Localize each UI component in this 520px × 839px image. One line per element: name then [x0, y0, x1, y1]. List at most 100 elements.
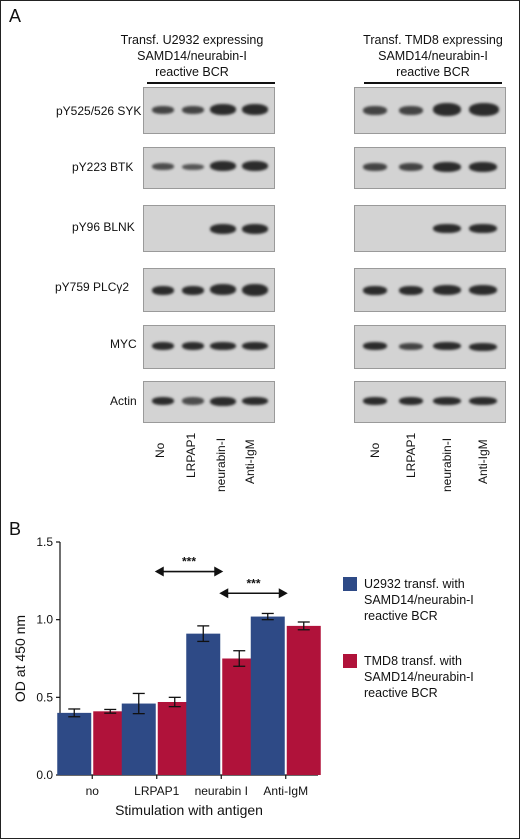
- band: [399, 397, 423, 405]
- right-header-line-3: reactive BCR: [396, 65, 470, 79]
- legend-swatch: [343, 654, 357, 668]
- band: [152, 106, 174, 114]
- band: [242, 224, 268, 234]
- left-header-line-2: SAMD14/neurabin-I: [137, 49, 247, 63]
- band: [363, 342, 387, 350]
- blot-right-plcg2: [354, 268, 506, 312]
- blot-left-myc: [143, 325, 275, 369]
- band: [182, 106, 204, 114]
- band: [242, 104, 268, 115]
- band: [469, 103, 499, 116]
- left-header-underline: [147, 82, 275, 84]
- legend-swatch: [343, 577, 357, 591]
- row-label-syk: pY525/526 SYK: [56, 104, 142, 118]
- y-tick-label: 0.0: [36, 768, 53, 782]
- band: [152, 286, 174, 295]
- right-header-line-1: Transf. TMD8 expressing: [363, 33, 503, 47]
- right-header-line-2: SAMD14/neurabin-I: [378, 49, 488, 63]
- band: [433, 342, 461, 350]
- band: [182, 286, 204, 295]
- y-tick-label: 1.0: [36, 613, 53, 627]
- band: [210, 224, 236, 234]
- left-header-line-1: Transf. U2932 expressing: [120, 33, 264, 47]
- blot-right-myc: [354, 325, 506, 369]
- band: [469, 285, 497, 295]
- band: [399, 286, 423, 295]
- band: [210, 284, 236, 295]
- blot-left-syk: [143, 87, 275, 134]
- row-label-btk: pY223 BTK: [72, 160, 134, 174]
- blot-left-blnk: [143, 205, 275, 252]
- right-blot-header: Transf. TMD8 expressing SAMD14/neurabin-…: [348, 32, 518, 80]
- bar-u2932: [186, 633, 221, 775]
- legend-label: U2932 transf. with: [364, 577, 465, 591]
- blot-left-btk: [143, 147, 275, 189]
- bar-u2932: [57, 712, 92, 775]
- arrow-head: [214, 566, 224, 577]
- significance-label: ***: [182, 555, 196, 569]
- lane-label-right-neurabin: neurabin-I: [440, 437, 454, 492]
- band: [210, 161, 236, 171]
- legend-label: reactive BCR: [364, 686, 438, 700]
- lane-label-left-anti-igm: Anti-IgM: [243, 439, 257, 484]
- bar-tmd8: [286, 625, 321, 775]
- y-axis-label: OD at 450 nm: [12, 615, 28, 702]
- blot-left-actin: [143, 381, 275, 423]
- band: [469, 162, 497, 172]
- band: [182, 164, 204, 170]
- panel-b-label: B: [9, 519, 22, 539]
- blot-right-btk: [354, 147, 506, 189]
- band: [363, 163, 387, 171]
- row-label-blnk: pY96 BLNK: [72, 220, 135, 234]
- arrow-head: [278, 588, 288, 599]
- band: [182, 397, 204, 405]
- x-axis-label: Stimulation with antigen: [115, 802, 263, 818]
- band: [469, 224, 497, 233]
- legend-label: SAMD14/neurabin-I: [364, 593, 474, 607]
- blot-right-syk: [354, 87, 506, 134]
- legend-label: TMD8 transf. with: [364, 654, 462, 668]
- band: [433, 397, 461, 405]
- band: [399, 106, 423, 115]
- lane-label-right-lrpap1: LRPAP1: [404, 432, 418, 478]
- band: [210, 342, 236, 350]
- row-label-myc: MYC: [110, 337, 137, 351]
- band: [469, 343, 497, 351]
- band: [182, 342, 204, 350]
- lane-label-left-neurabin: neurabin-I: [214, 437, 228, 492]
- bar-tmd8: [222, 658, 257, 775]
- blot-left-plcg2: [143, 268, 275, 312]
- x-tick-label: LRPAP1: [134, 784, 179, 798]
- band: [152, 342, 174, 350]
- arrow-head: [154, 566, 164, 577]
- row-label-plcg2: pY759 PLCγ2: [55, 280, 130, 294]
- right-header-underline: [364, 82, 502, 84]
- row-label-actin: Actin: [110, 394, 137, 408]
- y-tick-label: 1.5: [36, 535, 53, 549]
- panel-a-label: A: [9, 6, 22, 26]
- band: [433, 162, 461, 172]
- lane-label-right-anti-igm: Anti-IgM: [476, 439, 490, 484]
- band: [152, 163, 174, 170]
- band: [242, 342, 268, 350]
- x-tick-label: Anti-IgM: [263, 784, 308, 798]
- x-tick-label: no: [86, 784, 100, 798]
- band: [433, 103, 461, 116]
- band: [242, 397, 268, 405]
- blot-right-actin: [354, 381, 506, 423]
- bar-u2932: [250, 616, 285, 775]
- left-header-line-3: reactive BCR: [155, 65, 229, 79]
- left-blot-header: Transf. U2932 expressing SAMD14/neurabin…: [102, 32, 282, 80]
- band: [469, 397, 497, 405]
- band: [152, 397, 174, 405]
- band: [363, 286, 387, 295]
- x-tick-label: neurabin I: [195, 784, 248, 798]
- band: [210, 104, 236, 115]
- lane-label-left-lrpap1: LRPAP1: [184, 432, 198, 478]
- arrow-head: [219, 588, 229, 599]
- band: [242, 284, 268, 296]
- bar-u2932: [121, 703, 156, 775]
- significance-label: ***: [246, 576, 260, 590]
- legend-label: reactive BCR: [364, 609, 438, 623]
- band: [433, 224, 461, 233]
